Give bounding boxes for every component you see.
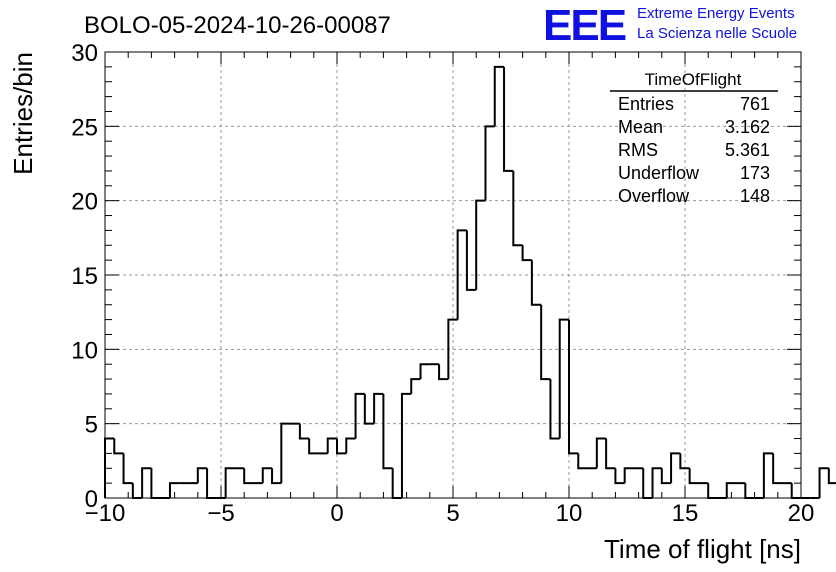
- histogram-bin: [558, 318, 569, 439]
- stats-label: Underflow: [618, 163, 700, 183]
- histogram-bin: [744, 483, 755, 499]
- histogram-bin: [243, 468, 254, 485]
- histogram-bin: [521, 245, 532, 262]
- histogram-bin: [651, 467, 662, 498]
- histogram-bin: [484, 125, 495, 201]
- y-tick-label: 20: [71, 189, 98, 216]
- y-axis-label: Entries/bin: [8, 52, 38, 175]
- stats-box: TimeOfFlight Entries 761 Mean 3.162 RMS 5.361…: [610, 70, 778, 206]
- y-tick-label: 5: [85, 412, 98, 439]
- histogram-bin: [308, 438, 319, 455]
- stats-label: Mean: [618, 117, 663, 137]
- stats-rows: Entries 761 Mean 3.162 RMS 5.361 Underflow 173 O…: [618, 94, 770, 206]
- histogram-bin: [595, 437, 607, 469]
- histogram-bin: [447, 318, 458, 380]
- x-tick-label: −5: [207, 500, 234, 527]
- histogram-bin: [614, 468, 625, 485]
- stats-value: 3.162: [725, 117, 770, 137]
- histogram-bin: [113, 438, 124, 455]
- logo-tagline-1: Extreme Energy Events: [637, 5, 795, 22]
- histogram-bin: [568, 319, 579, 455]
- histogram-bin: [679, 453, 690, 470]
- histogram-bin: [623, 467, 634, 484]
- x-tick-label: 0: [330, 500, 343, 527]
- x-tick-labels: −10 −5 0 5 10 15 20: [85, 500, 815, 527]
- stats-label: RMS: [618, 140, 658, 160]
- histogram-bin: [512, 170, 523, 247]
- y-tick-label: 25: [71, 114, 98, 141]
- histogram-bin: [772, 453, 783, 485]
- x-tick-label: 5: [446, 500, 459, 527]
- histogram-bin: [660, 468, 672, 485]
- stats-label: Entries: [618, 94, 674, 114]
- histogram-bin: [196, 467, 208, 484]
- histogram-bin: [131, 483, 143, 499]
- histogram-bin: [827, 468, 836, 485]
- histogram-bin: [345, 437, 356, 454]
- x-tick-label: 20: [788, 500, 815, 527]
- histogram-bin: [391, 468, 402, 499]
- y-tick-label: 15: [71, 263, 98, 290]
- histogram-bin: [363, 393, 375, 425]
- stats-label: Overflow: [618, 186, 690, 206]
- histogram-bin: [400, 392, 412, 498]
- histogram-bin: [493, 65, 505, 127]
- x-tick-label: 15: [672, 500, 699, 527]
- histogram-bin: [707, 483, 718, 499]
- histogram-bin: [168, 482, 180, 498]
- histogram-bin: [605, 438, 616, 470]
- histogram-bin: [419, 363, 430, 380]
- x-tick-label: 10: [556, 500, 583, 527]
- eee-logo: EEE: [543, 1, 626, 50]
- y-tick-label: 30: [71, 40, 98, 67]
- histogram-bin: [818, 467, 829, 498]
- histogram-bin: [298, 423, 310, 440]
- histogram-bin: [577, 453, 588, 470]
- histogram-bin: [503, 66, 514, 172]
- histogram-bin: [465, 230, 477, 291]
- histogram-bin: [642, 468, 653, 499]
- histogram-bin: [530, 260, 542, 306]
- histogram-bin: [206, 468, 217, 499]
- histogram-bin: [122, 453, 133, 485]
- x-axis-label: Time of flight [ns]: [604, 534, 801, 564]
- stats-value: 173: [740, 163, 770, 183]
- histogram-bin: [382, 393, 393, 470]
- histogram-bin: [725, 482, 737, 498]
- logo-tagline-2: La Scienza nelle Scuole: [637, 25, 797, 42]
- histogram-bin: [410, 378, 421, 394]
- y-tick-labels: 0 5 10 15 20 25 30: [71, 40, 98, 513]
- grid-lines: [105, 52, 801, 498]
- histogram-bin: [549, 379, 560, 440]
- histogram-bin: [141, 467, 152, 498]
- stats-value: 761: [740, 94, 770, 114]
- histogram-bin: [326, 437, 337, 454]
- histogram-bin: [688, 468, 699, 485]
- stats-value: 148: [740, 186, 770, 206]
- histogram-bin: [261, 467, 273, 484]
- histogram-bin: [336, 438, 347, 455]
- stats-box-title: TimeOfFlight: [645, 70, 742, 89]
- histogram-bin: [373, 392, 384, 424]
- histogram-bin: [540, 304, 551, 381]
- histogram-bin: [438, 364, 449, 381]
- stats-value: 5.361: [725, 140, 770, 160]
- x-tick-label: −10: [85, 500, 126, 527]
- histogram-bin: [150, 468, 161, 499]
- histogram-bin: [354, 392, 365, 439]
- histogram-bin: [762, 452, 774, 498]
- histogram-bin: [670, 452, 681, 484]
- histogram-bin: [224, 467, 235, 498]
- y-tick-label: 10: [71, 337, 98, 364]
- histogram-bin: [790, 483, 801, 499]
- histogram-bin: [280, 422, 291, 484]
- chart-title: BOLO-05-2024-10-26-00087: [84, 12, 391, 39]
- histogram-bin: [456, 229, 467, 320]
- axis-ticks: [104, 51, 802, 499]
- histogram-bin: [271, 468, 282, 485]
- histogram-bin: [475, 199, 486, 290]
- y-tick-label: 0: [85, 486, 98, 513]
